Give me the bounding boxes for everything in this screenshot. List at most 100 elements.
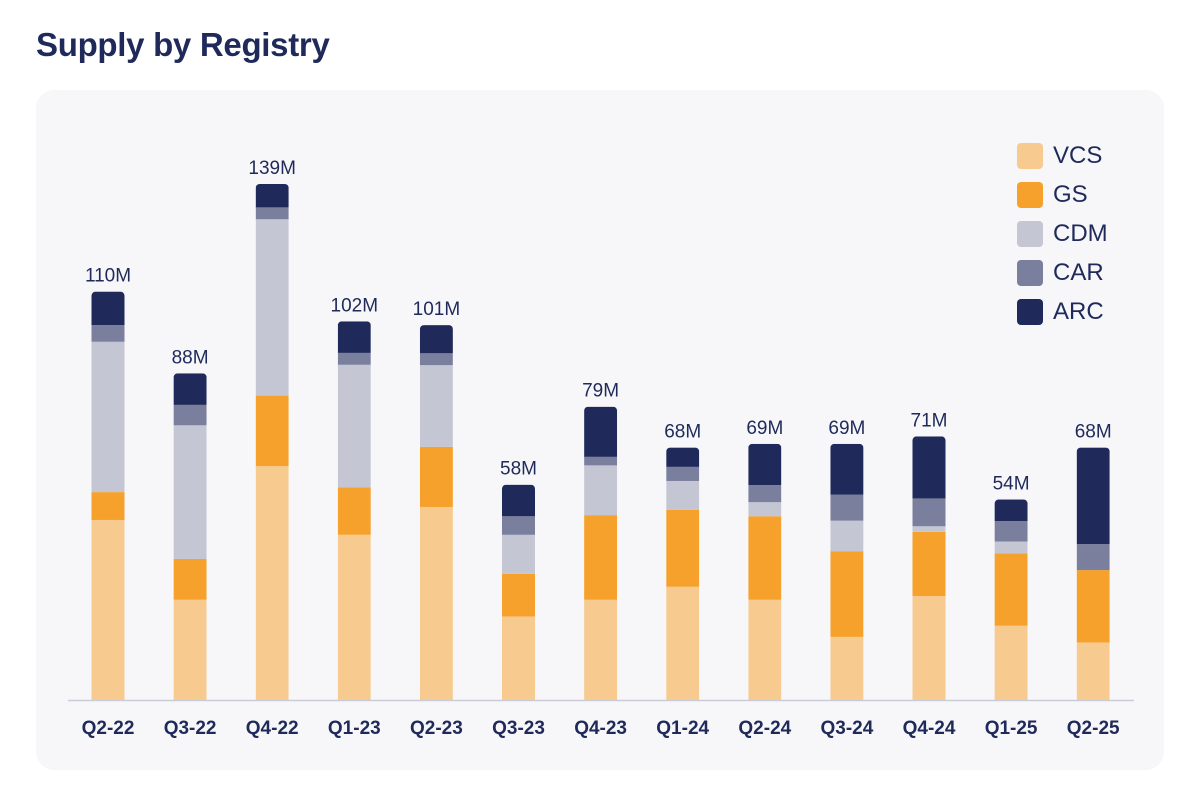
bar-arc-q2-24: [748, 443, 782, 486]
bar-vcs-q3-23: [502, 616, 535, 700]
x-tick-label-q2-25: Q2-25: [1067, 718, 1120, 739]
bar-cdm-q3-23: [502, 534, 535, 574]
bar-group-q3-22: 88M Q3-22: [164, 347, 217, 739]
bar-cdm-q1-23: [337, 364, 371, 488]
legend-item-vcs: VCS: [1017, 136, 1108, 175]
bar-vcs-q2-24: [748, 599, 782, 700]
x-tick-label-q2-23: Q2-23: [410, 718, 463, 739]
bar-gs-q2-25: [1076, 570, 1110, 643]
bar-group-q4-22: 139M Q4-22: [246, 158, 299, 739]
bar-arc-q1-24: [666, 447, 700, 467]
x-tick-label-q3-22: Q3-22: [164, 718, 217, 739]
total-label-q3-23: 58M: [500, 459, 537, 480]
bar-car-q2-24: [748, 485, 782, 503]
bar-arc-q2-25: [1076, 447, 1110, 545]
bar-cdm-q1-24: [666, 480, 700, 510]
bar-gs-q1-24: [666, 509, 700, 587]
bar-arc-q4-24: [912, 436, 946, 499]
bar-cdm-q4-24: [912, 526, 946, 532]
legend-item-cdm: CDM: [1017, 214, 1108, 253]
bar-group-q3-24: 69M Q3-24: [820, 418, 873, 739]
bar-arc-q1-25: [994, 499, 1028, 522]
bar-vcs-q3-22: [173, 599, 207, 700]
bar-gs-q2-24: [748, 516, 782, 600]
bar-group-q2-23: 101M Q2-23: [410, 299, 463, 739]
legend-label-vcs: VCS: [1053, 141, 1103, 169]
bar-gs-q4-23: [584, 515, 618, 600]
total-label-q1-24: 68M: [664, 422, 701, 443]
bar-gs-q2-22: [91, 492, 125, 520]
bar-vcs-q3-24: [830, 636, 864, 700]
legend-swatch-gs: [1017, 181, 1043, 208]
legend-label-gs: GS: [1053, 180, 1088, 208]
bar-cdm-q3-24: [830, 520, 864, 552]
bar-group-q2-24: 69M Q2-24: [738, 418, 791, 739]
bar-car-q4-24: [912, 498, 946, 527]
chart-title: Supply by Registry: [36, 26, 330, 63]
bar-vcs-q2-22: [91, 519, 125, 700]
legend-item-gs: GS: [1017, 175, 1108, 214]
bar-car-q1-25: [994, 521, 1028, 542]
bar-gs-q2-23: [419, 446, 453, 507]
bar-vcs-q1-24: [666, 586, 700, 700]
bar-car-q4-23: [584, 456, 618, 466]
bar-car-q2-25: [1076, 544, 1110, 571]
total-label-q4-24: 71M: [911, 410, 948, 431]
bar-vcs-q4-24: [912, 596, 946, 700]
bar-car-q4-22: [255, 207, 289, 220]
bar-vcs-q4-22: [255, 466, 289, 700]
bar-cdm-q2-22: [91, 341, 125, 493]
bar-group-q4-24: 71M Q4-24: [903, 410, 956, 739]
legend-label-cdm: CDM: [1053, 219, 1108, 247]
bar-vcs-q1-23: [337, 534, 371, 700]
bar-cdm-q2-24: [748, 502, 782, 517]
bar-group-q1-23: 102M Q1-23: [328, 295, 381, 739]
x-tick-label-q1-24: Q1-24: [656, 718, 709, 739]
bar-gs-q3-24: [830, 551, 864, 637]
bar-arc-q3-23: [502, 484, 535, 517]
bar-gs-q1-25: [994, 553, 1028, 626]
x-tick-label-q1-23: Q1-23: [328, 718, 381, 739]
x-tick-label-q2-24: Q2-24: [738, 718, 791, 739]
bar-arc-q4-23: [584, 406, 618, 457]
bar-gs-q3-23: [502, 573, 535, 617]
bar-car-q2-23: [419, 353, 453, 366]
total-label-q2-22: 110M: [85, 266, 131, 287]
x-tick-label-q3-23: Q3-23: [492, 718, 545, 739]
x-tick-label-q4-22: Q4-22: [246, 718, 299, 739]
bar-arc-q2-23: [419, 325, 453, 354]
bar-arc-q2-22: [91, 291, 125, 326]
x-tick-label-q1-25: Q1-25: [985, 718, 1038, 739]
legend-label-car: CAR: [1053, 258, 1104, 286]
bar-car-q1-23: [337, 352, 371, 365]
bar-car-q3-23: [502, 516, 535, 535]
bar-car-q1-24: [666, 466, 700, 481]
legend-item-car: CAR: [1017, 253, 1108, 292]
x-tick-label-q4-23: Q4-23: [574, 718, 627, 739]
bar-group-q3-23: 58M Q3-23: [492, 459, 545, 739]
bar-car-q2-22: [91, 325, 125, 342]
bar-car-q3-22: [173, 404, 207, 426]
legend: VCS GS CDM CAR ARC: [1017, 136, 1108, 331]
bar-vcs-q4-23: [584, 599, 618, 700]
legend-swatch-arc: [1017, 298, 1043, 325]
bar-gs-q4-22: [255, 395, 289, 467]
total-label-q1-23: 102M: [331, 295, 379, 316]
legend-swatch-car: [1017, 259, 1043, 286]
bar-gs-q1-23: [337, 487, 371, 535]
x-tick-label-q2-22: Q2-22: [82, 718, 135, 739]
bar-group-q2-25: 68M Q2-25: [1067, 422, 1120, 739]
legend-item-arc: ARC: [1017, 292, 1108, 331]
bar-car-q3-24: [830, 494, 864, 521]
bar-vcs-q2-23: [419, 506, 453, 700]
bar-group-q1-25: 54M Q1-25: [985, 474, 1038, 739]
bar-group-q4-23: 79M Q4-23: [574, 381, 627, 739]
legend-swatch-cdm: [1017, 220, 1043, 247]
total-label-q1-25: 54M: [993, 474, 1030, 495]
bar-cdm-q2-23: [419, 365, 453, 447]
total-label-q2-24: 69M: [746, 418, 783, 439]
bar-cdm-q4-22: [255, 219, 289, 396]
bar-arc-q3-22: [173, 373, 207, 405]
bar-cdm-q4-23: [584, 465, 618, 516]
